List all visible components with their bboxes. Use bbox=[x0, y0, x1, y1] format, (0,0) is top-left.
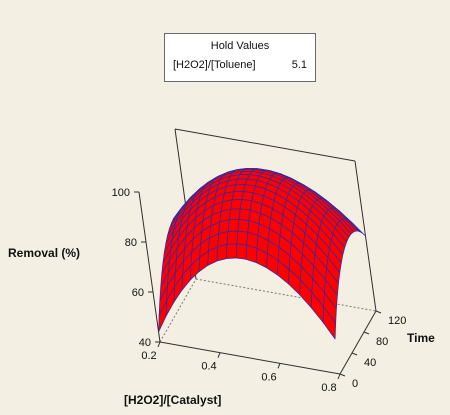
surface-cell bbox=[226, 230, 239, 245]
x-axis-title: [H2O2]/[Catalyst] bbox=[124, 393, 221, 407]
box-edge bbox=[339, 310, 377, 375]
surface-cell bbox=[245, 244, 258, 263]
tick-label: 40 bbox=[364, 357, 376, 369]
tick-label: 120 bbox=[388, 315, 406, 327]
surface-cell bbox=[322, 306, 337, 340]
hold-value-number: 5.1 bbox=[291, 59, 307, 71]
x-tick bbox=[157, 341, 161, 348]
y-tick bbox=[339, 373, 346, 377]
surface-cell bbox=[238, 208, 251, 221]
surface-cell bbox=[236, 230, 249, 246]
tick-label: 60 bbox=[132, 287, 144, 299]
x-tick bbox=[337, 373, 341, 380]
x-tick bbox=[217, 352, 221, 358]
surface-cell bbox=[227, 218, 240, 232]
surface-cell bbox=[216, 244, 228, 262]
hold-value-name: [H2O2]/[Toluene] bbox=[173, 59, 256, 71]
y-tick bbox=[363, 331, 370, 335]
surface-cell bbox=[239, 199, 253, 211]
z-axis-title: Removal (%) bbox=[8, 246, 80, 260]
front-box-edges bbox=[138, 191, 377, 375]
tick-label: 0 bbox=[352, 378, 358, 390]
tick-label: 0.6 bbox=[261, 371, 276, 383]
tick-label: 0.8 bbox=[321, 382, 336, 394]
hold-values-legend: Hold Values [H2O2]/[Toluene] 5.1 bbox=[164, 33, 316, 82]
surface-cell bbox=[228, 208, 241, 221]
tick-label: 80 bbox=[125, 237, 137, 249]
box-edge bbox=[195, 278, 377, 312]
tick-label: 40 bbox=[139, 337, 151, 349]
tick-label: 0.2 bbox=[141, 350, 156, 362]
y-tick bbox=[375, 310, 382, 314]
tick-label: 0.4 bbox=[201, 361, 216, 373]
surface-cell bbox=[225, 243, 238, 259]
box-edge bbox=[159, 341, 341, 375]
tick-label: 80 bbox=[376, 336, 388, 348]
hold-values-title: Hold Values bbox=[210, 40, 270, 52]
box-edge bbox=[174, 128, 356, 162]
y-axis-title: Time bbox=[407, 331, 435, 345]
y-tick bbox=[351, 352, 358, 356]
surface-cell bbox=[237, 218, 250, 233]
tick-label: 100 bbox=[112, 187, 130, 199]
surface-cell bbox=[235, 243, 248, 260]
box-edge bbox=[159, 278, 197, 343]
response-surface bbox=[158, 167, 366, 340]
x-tick bbox=[277, 363, 281, 369]
box-edge bbox=[138, 191, 161, 343]
